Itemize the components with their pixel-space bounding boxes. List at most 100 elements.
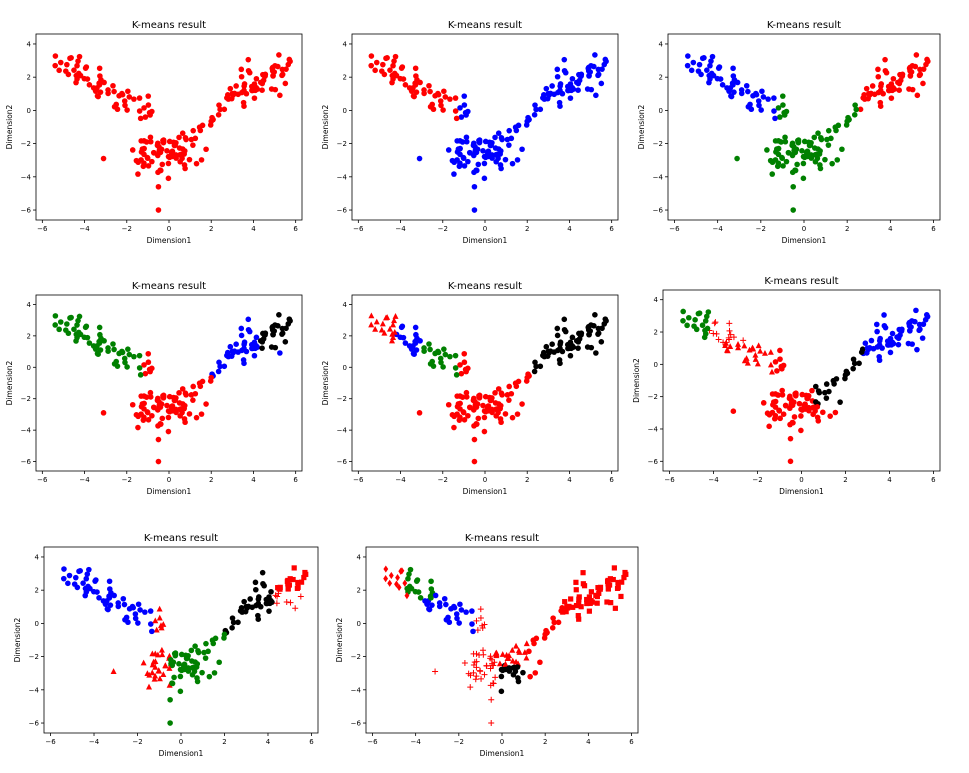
data-point bbox=[537, 106, 544, 113]
x-tick-label: −6 bbox=[37, 476, 48, 484]
chart-svg-2: K-means result −6 −4 −2 0 2 4 6 −6 −4 −2 0 2 4 Dimensi… bbox=[321, 20, 619, 245]
data-point bbox=[146, 683, 153, 690]
data-point bbox=[147, 368, 153, 375]
data-point bbox=[152, 658, 159, 664]
data-point bbox=[465, 158, 471, 165]
x-tick-label: −2 bbox=[122, 225, 132, 233]
data-point bbox=[166, 393, 173, 400]
data-point bbox=[781, 112, 788, 118]
data-point bbox=[724, 347, 731, 354]
y-tick-label: 4 bbox=[27, 40, 32, 48]
data-point bbox=[851, 360, 858, 367]
data-point bbox=[531, 368, 538, 375]
data-point bbox=[703, 313, 710, 320]
data-point bbox=[368, 312, 375, 319]
data-point bbox=[463, 134, 470, 141]
data-point bbox=[575, 345, 581, 351]
data-point bbox=[489, 406, 495, 413]
data-point bbox=[441, 595, 448, 602]
data-point bbox=[287, 576, 293, 582]
data-point bbox=[559, 348, 566, 355]
data-point bbox=[880, 90, 886, 97]
x-tick-label: 0 bbox=[483, 225, 487, 233]
data-point bbox=[495, 130, 502, 136]
data-point bbox=[875, 66, 881, 73]
data-point bbox=[757, 347, 764, 354]
x-tick-label: 4 bbox=[567, 476, 572, 484]
data-point bbox=[814, 414, 821, 421]
data-point bbox=[862, 340, 869, 346]
data-point bbox=[276, 312, 282, 318]
data-point bbox=[440, 364, 446, 370]
data-point bbox=[745, 88, 751, 95]
data-point bbox=[457, 414, 463, 420]
data-point bbox=[521, 649, 528, 655]
data-point bbox=[709, 53, 716, 60]
x-tick-label: −2 bbox=[438, 225, 448, 233]
chart-panel-2: K-means result −6 −4 −2 0 2 4 6 −6 −4 −2 0 2 4 Dimensi… bbox=[316, 12, 628, 254]
data-point bbox=[513, 642, 520, 649]
data-point bbox=[57, 59, 64, 66]
y-tick-label: 2 bbox=[35, 587, 39, 595]
data-point bbox=[523, 640, 530, 647]
data-point bbox=[241, 598, 247, 605]
x-tick-label: −6 bbox=[353, 225, 364, 233]
data-point bbox=[395, 574, 400, 582]
data-point bbox=[412, 82, 419, 88]
x-tick-label: 2 bbox=[222, 738, 226, 746]
y-tick-label: −6 bbox=[648, 458, 659, 466]
data-point bbox=[441, 346, 447, 352]
data-point bbox=[818, 136, 825, 143]
data-point bbox=[515, 675, 521, 681]
data-point bbox=[790, 207, 797, 213]
data-point bbox=[783, 158, 790, 165]
data-point bbox=[122, 102, 128, 109]
x-tick-label: 4 bbox=[251, 476, 256, 484]
x-tick-label: 0 bbox=[167, 476, 171, 484]
data-point bbox=[457, 393, 463, 399]
data-point bbox=[430, 106, 437, 113]
y-tick-label: −2 bbox=[337, 395, 347, 403]
data-point bbox=[856, 360, 862, 367]
data-point bbox=[124, 107, 130, 113]
data-point bbox=[576, 616, 582, 622]
data-point bbox=[895, 341, 902, 348]
data-point bbox=[752, 351, 759, 358]
data-point bbox=[701, 55, 707, 61]
data-point bbox=[372, 67, 378, 74]
data-point bbox=[428, 586, 435, 592]
data-point bbox=[155, 183, 162, 190]
data-point bbox=[756, 102, 762, 109]
data-point bbox=[537, 363, 544, 370]
data-point bbox=[586, 608, 592, 614]
data-point bbox=[106, 595, 113, 601]
data-point bbox=[492, 674, 499, 681]
data-point bbox=[436, 600, 443, 606]
data-point bbox=[710, 330, 717, 337]
data-point bbox=[238, 605, 245, 611]
data-point bbox=[816, 389, 823, 396]
x-axis-label: Dimension1 bbox=[782, 236, 827, 245]
data-point bbox=[695, 68, 702, 74]
data-point bbox=[814, 404, 821, 410]
data-point bbox=[881, 312, 887, 318]
data-point bbox=[513, 383, 520, 390]
data-point bbox=[575, 613, 581, 619]
data-point bbox=[90, 343, 97, 349]
data-point bbox=[427, 88, 433, 95]
data-point bbox=[876, 337, 883, 344]
data-point bbox=[516, 649, 523, 655]
data-point bbox=[97, 89, 104, 95]
data-point bbox=[774, 368, 780, 374]
data-point bbox=[156, 605, 163, 612]
data-point bbox=[606, 582, 613, 588]
data-point bbox=[202, 655, 209, 661]
y-tick-label: 0 bbox=[654, 361, 658, 369]
x-tick-label: −2 bbox=[454, 738, 464, 746]
data-point bbox=[81, 334, 88, 341]
data-point bbox=[769, 171, 776, 177]
data-point bbox=[772, 391, 779, 397]
x-tick-label: 4 bbox=[887, 476, 892, 484]
data-point bbox=[164, 402, 170, 409]
data-point bbox=[461, 93, 468, 99]
